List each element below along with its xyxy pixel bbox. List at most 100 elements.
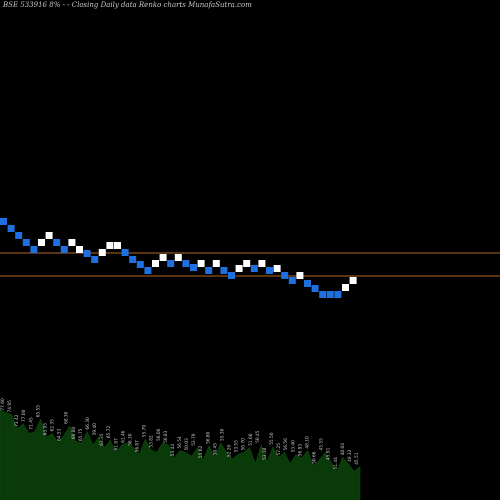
symbol-label: BSE 533916 — [3, 1, 47, 9]
renko-brick-down — [0, 218, 7, 225]
volume-label: 56.80 — [205, 431, 211, 444]
volume-label: 48.32 — [347, 449, 353, 462]
renko-brick-down — [319, 291, 327, 298]
renko-brick-up — [273, 265, 281, 272]
renko-brick-down — [121, 249, 129, 256]
renko-brick-down — [205, 267, 213, 274]
volume-label: 50.66 — [312, 451, 318, 464]
volume-label: 56.30 — [127, 433, 133, 446]
volume-area — [0, 409, 361, 500]
volume-label: 51.44 — [333, 457, 339, 470]
renko-brick-down — [304, 280, 311, 287]
volume-label: 74.95 — [7, 400, 13, 413]
renko-brick-down — [266, 267, 273, 274]
renko-brick-down — [288, 277, 296, 284]
renko-brick-up — [68, 239, 76, 246]
renko-brick-down — [228, 272, 235, 279]
renko-brick-up — [106, 242, 114, 249]
volume-label: 45.55 — [319, 438, 325, 451]
volume-label: 65.75 — [78, 428, 84, 441]
renko-brick-down — [91, 256, 99, 263]
renko-brick-up — [76, 246, 83, 253]
renko-brick-up — [152, 260, 159, 267]
volume-label: 64.53 — [57, 428, 63, 441]
renko-brick-up — [114, 242, 121, 249]
volume-label: 63.95 — [43, 423, 49, 436]
volume-label: 77.00 — [21, 409, 27, 422]
volume-label: 45.51 — [354, 452, 360, 465]
volume-label: 53.79 — [191, 433, 197, 446]
renko-brick-down — [30, 246, 38, 253]
renko-brick-down — [311, 285, 319, 292]
renko-brick-down — [60, 246, 68, 253]
volume-label: 77.60 — [0, 398, 6, 411]
volume-label: 53.38 — [262, 447, 268, 460]
volume-label: 61.46 — [120, 430, 126, 443]
renko-brick-down — [83, 250, 91, 257]
volume-label: 50.45 — [212, 443, 218, 456]
renko-brick-down — [7, 225, 15, 232]
volume-label: 59.40 — [92, 423, 98, 436]
volume-label: 52.20 — [227, 445, 233, 458]
renko-brick-down — [281, 272, 289, 279]
renko-brick-down — [53, 239, 61, 246]
renko-brick-up — [296, 272, 304, 279]
renko-brick-down — [22, 239, 30, 246]
volume-label: 56.56 — [283, 438, 289, 451]
volume-label: 65.72 — [106, 426, 112, 439]
volume-label: 57.25 — [276, 443, 282, 456]
renko-brick-up — [159, 254, 167, 261]
subtitle-label: 8% - - Closing Daily data Renko charts M… — [49, 1, 252, 9]
volume-label: 48.10 — [304, 436, 310, 449]
volume-label: 55.50 — [269, 432, 275, 445]
renko-brick-down — [334, 291, 342, 298]
volume-label: 55.62 — [198, 446, 204, 459]
volume-label: 56.87 — [135, 440, 141, 453]
volume-label: 50.45 — [255, 430, 261, 443]
volume-label: 68.30 — [64, 411, 70, 424]
volume-label: 63.35 — [99, 433, 105, 446]
renko-brick-up — [38, 239, 45, 246]
renko-brick-down — [136, 261, 144, 268]
renko-brick-up — [258, 260, 266, 267]
volume-label: 60.80 — [71, 427, 77, 440]
volume-label: 53.82 — [149, 435, 155, 448]
volume-label: 56.83 — [163, 430, 169, 443]
renko-brick-down — [129, 256, 137, 263]
renko-brick-up — [98, 249, 106, 256]
renko-brick-up — [342, 284, 349, 291]
renko-brick-down — [144, 267, 152, 274]
volume-label: 56.93 — [297, 444, 303, 457]
volume-label: 73.42 — [14, 414, 20, 427]
volume-label: 51.66 — [248, 433, 254, 446]
volume-label: 66.30 — [85, 417, 91, 430]
renko-brick-down — [167, 260, 175, 267]
volume-label: 48.04 — [340, 443, 346, 456]
renko-brick-down — [220, 267, 228, 274]
volume-label: 55.30 — [220, 428, 226, 441]
volume-label: 50.70 — [241, 438, 247, 451]
renko-brick-up — [45, 232, 53, 239]
renko-brick-up — [349, 277, 357, 284]
volume-label: 53.44 — [170, 444, 176, 457]
volume-label: 53.40 — [290, 440, 296, 453]
volume-label: 71.45 — [28, 417, 34, 430]
volume-label: 61.97 — [113, 438, 119, 451]
volume-label: 56.00 — [156, 428, 162, 441]
renko-brick-down — [182, 260, 190, 267]
volume-label: 62.35 — [50, 419, 56, 432]
renko-brick-up — [197, 260, 205, 267]
renko-brick-down — [326, 291, 334, 298]
renko-brick-down — [15, 232, 23, 239]
volume-label: 65.55 — [35, 405, 41, 418]
renko-brick-up — [174, 254, 182, 261]
volume-label: 50.03 — [184, 438, 190, 451]
renko-brick-down — [250, 265, 258, 272]
chart-header: BSE 533916 8% - - Closing Daily data Ren… — [3, 1, 252, 9]
volume-label: 53.55 — [234, 440, 240, 453]
volume-label: 56.54 — [177, 436, 183, 449]
renko-brick-up — [243, 260, 251, 267]
renko-brick-up — [212, 260, 220, 267]
